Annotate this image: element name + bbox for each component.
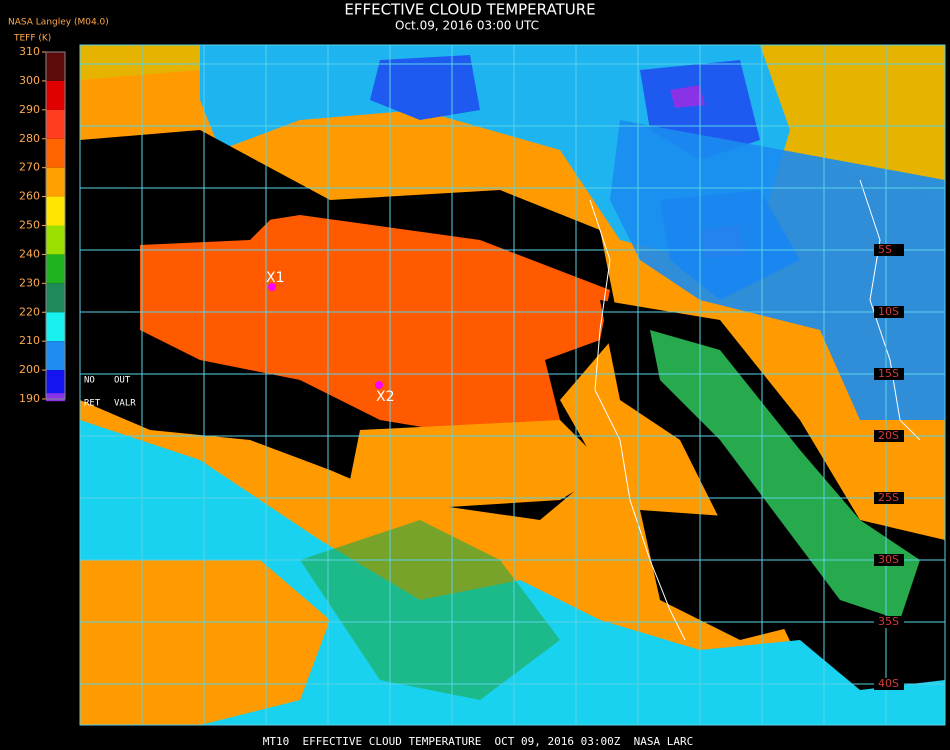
note: OUT (114, 376, 131, 386)
cloud-mid (650, 330, 920, 620)
scale-lowest (46, 393, 65, 402)
scale-label: 200 (19, 363, 40, 376)
cloud-south-mid (300, 520, 560, 700)
unit: TEFF (K) (13, 34, 51, 44)
scale-bin (46, 312, 65, 342)
scale-label: 220 (19, 305, 40, 318)
subtitle: Oct.09, 2016 03:00 UTC (395, 19, 539, 33)
lat-label: 25S (878, 491, 899, 504)
lat-label: 10S (878, 305, 899, 318)
cloud-east (610, 120, 945, 420)
clear-sky-south (640, 510, 820, 640)
lat-label-bg (874, 616, 904, 628)
scale-bin (46, 283, 65, 313)
note: NO (84, 376, 95, 386)
scale-label: 310 (19, 45, 40, 58)
lat-label-bg (874, 678, 904, 690)
scale-label: 290 (19, 103, 40, 116)
scale-bin (46, 254, 65, 284)
lat-label: 5S (878, 243, 892, 256)
lat-label-bg (874, 430, 904, 442)
marker (268, 283, 276, 291)
footer: MT10 EFFECTIVE CLOUD TEMPERATURE OCT 09,… (263, 735, 693, 748)
scale-bin (46, 167, 65, 197)
stratocumulus-warm (350, 420, 610, 510)
lat-label: 15S (878, 367, 899, 380)
note: VALR (114, 399, 136, 409)
lat-label-bg (874, 554, 904, 566)
marker-label: X1 (266, 270, 285, 286)
map-imagery (80, 45, 945, 725)
scale-label: 280 (19, 132, 40, 145)
scale-label: 230 (19, 276, 40, 289)
note: RET (84, 399, 101, 409)
scale-bin (46, 225, 65, 255)
marker-label: X2 (376, 389, 395, 405)
lat-label: 20S (878, 429, 899, 442)
scale-label: 190 (19, 392, 40, 405)
scale-label: 270 (19, 161, 40, 174)
lat-label: 30S (878, 553, 899, 566)
scale-bin (46, 341, 65, 371)
scale-bin (46, 80, 65, 110)
scale-label: 250 (19, 219, 40, 232)
coastline (589, 199, 686, 641)
lat-label-bg (874, 492, 904, 504)
stratocumulus (140, 215, 610, 440)
map-frame (79, 44, 946, 726)
clear-sky-north (80, 180, 300, 260)
lat-label-bg (874, 244, 904, 256)
scale-frame (45, 51, 66, 400)
scale-bin (46, 138, 65, 168)
lat-label: 40S (878, 677, 899, 690)
scale-bin (46, 52, 65, 81)
scale-bin (46, 109, 65, 139)
source: NASA Langley (M04.0) (8, 18, 109, 28)
scale-label: 300 (19, 74, 40, 87)
scale-label: 240 (19, 247, 40, 260)
scale-label: 210 (19, 334, 40, 347)
title: EFFECTIVE CLOUD TEMPERATURE (344, 1, 595, 19)
scale-label: 260 (19, 190, 40, 203)
lat-label-bg (874, 306, 904, 318)
graticule (80, 45, 945, 725)
lat-label: 35S (878, 615, 899, 628)
scale-bin (46, 370, 65, 399)
coastline-east (859, 179, 921, 441)
marker (375, 381, 383, 389)
scale-bin (46, 196, 65, 226)
lat-label-bg (874, 368, 904, 380)
